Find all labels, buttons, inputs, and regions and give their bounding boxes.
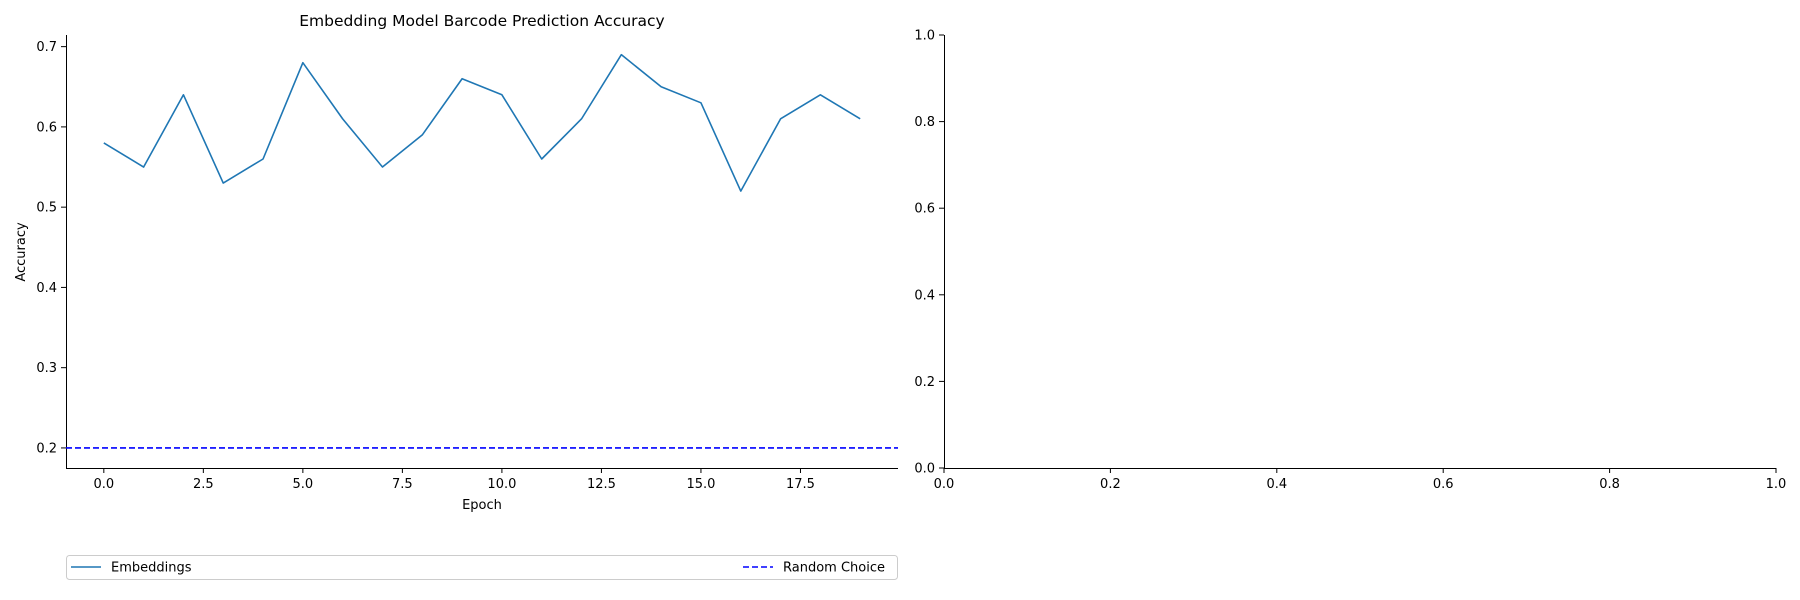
y-tick-label: 0.7 — [36, 40, 57, 55]
x-tick-label: 0.2 — [1100, 477, 1121, 492]
x-tick-label: 0.8 — [1599, 477, 1620, 492]
empty-chart: 0.0 0.2 0.4 0.6 0.8 1.0 0.0 0.2 0.4 0.6 0.8 1.0 — [914, 29, 1786, 493]
y-tick-label: 1.0 — [914, 29, 935, 44]
y-tick-label: 0.2 — [36, 441, 57, 456]
x-axis-ticks: 0.0 0.2 0.4 0.6 0.8 1.0 — [934, 468, 1787, 492]
x-tick-label: 0.4 — [1266, 477, 1287, 492]
x-tick-label: 0.6 — [1433, 477, 1454, 492]
y-tick-label: 0.8 — [914, 115, 935, 130]
y-tick-label: 0.6 — [36, 120, 57, 135]
x-tick-label: 12.5 — [587, 477, 616, 492]
x-axis-ticks: 0.0 2.5 5.0 7.5 10.0 12.5 15.0 17.5 — [93, 468, 815, 492]
y-tick-label: 0.2 — [914, 375, 935, 390]
x-tick-label: 2.5 — [193, 477, 214, 492]
y-tick-label: 0.3 — [36, 361, 57, 376]
legend-label-random-choice: Random Choice — [783, 561, 885, 576]
series-layer — [66, 53, 898, 449]
x-tick-label: 15.0 — [686, 477, 715, 492]
y-axis-label: Accuracy — [14, 222, 29, 282]
y-axis-ticks: 0.0 0.2 0.4 0.6 0.8 1.0 — [914, 29, 944, 477]
embeddings-line — [103, 53, 861, 192]
x-tick-label: 7.5 — [392, 477, 413, 492]
chart-title: Embedding Model Barcode Prediction Accur… — [299, 12, 664, 30]
y-axis-ticks: 0.2 0.3 0.4 0.5 0.6 0.7 — [36, 40, 66, 456]
x-tick-label: 1.0 — [1766, 477, 1787, 492]
legend-frame — [66, 555, 898, 580]
x-axis-label: Epoch — [462, 498, 502, 513]
x-tick-label: 0.0 — [93, 477, 114, 492]
x-tick-label: 10.0 — [487, 477, 516, 492]
x-tick-label: 0.0 — [934, 477, 955, 492]
x-tick-label: 17.5 — [786, 477, 815, 492]
y-tick-label: 0.6 — [914, 202, 935, 217]
x-tick-label: 5.0 — [293, 477, 314, 492]
y-tick-label: 0.4 — [914, 288, 935, 303]
legend-label-embeddings: Embeddings — [111, 561, 192, 576]
y-tick-label: 0.4 — [36, 281, 57, 296]
y-tick-label: 0.5 — [36, 201, 57, 216]
accuracy-chart: Embedding Model Barcode Prediction Accur… — [14, 12, 898, 580]
legend: Embeddings Random Choice — [66, 555, 898, 580]
y-tick-label: 0.0 — [914, 462, 935, 477]
